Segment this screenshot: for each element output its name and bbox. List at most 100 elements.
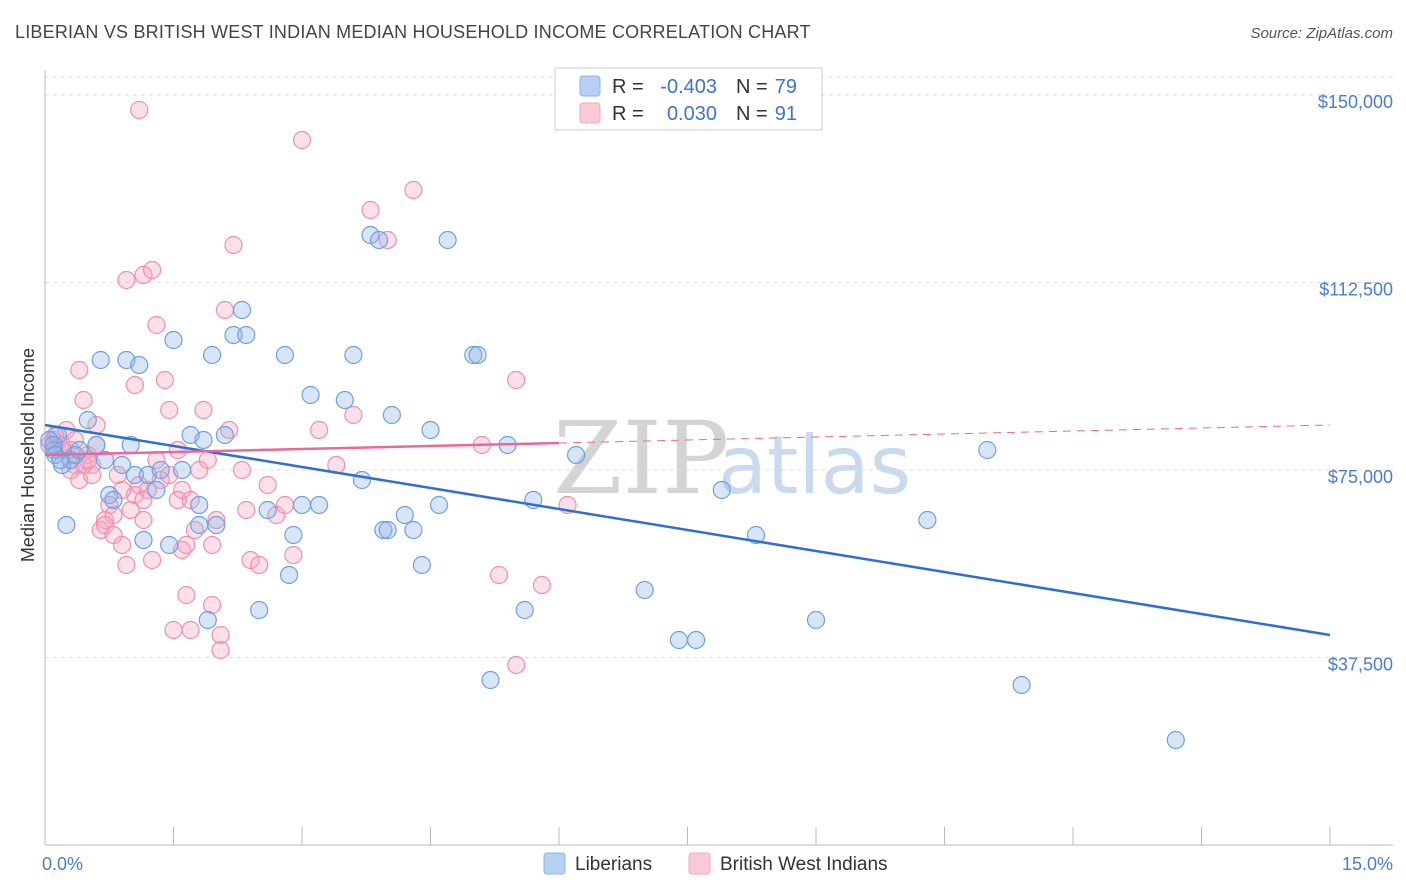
point-british-west-indians <box>203 595 222 615</box>
point-liberians <box>301 385 320 405</box>
point-british-west-indians <box>404 180 423 200</box>
point-british-west-indians <box>532 575 552 595</box>
point-liberians <box>207 515 226 535</box>
point-british-west-indians <box>74 390 93 410</box>
point-liberians <box>250 600 269 620</box>
point-liberians <box>134 530 153 550</box>
point-british-west-indians <box>155 370 174 390</box>
point-liberians <box>806 610 826 630</box>
point-liberians <box>335 390 354 410</box>
y-axis-label: Median Household Income <box>18 348 38 562</box>
legend-r-label-1: R = <box>612 76 644 98</box>
data-points <box>40 100 1185 750</box>
legend-r-value-2: 0.030 <box>667 103 717 125</box>
y-tick-label: $150,000 <box>1318 92 1393 112</box>
point-british-west-indians <box>168 440 187 460</box>
point-liberians <box>70 440 89 460</box>
point-british-west-indians <box>258 475 277 495</box>
watermark-atlas: atlas <box>718 419 911 512</box>
point-liberians <box>361 225 380 245</box>
point-liberians <box>712 480 731 500</box>
x-tick-label-max: 15.0% <box>1342 854 1393 874</box>
gridlines <box>45 76 1393 658</box>
point-british-west-indians <box>104 525 123 545</box>
point-british-west-indians <box>211 640 230 660</box>
point-british-west-indians <box>507 370 526 390</box>
series-legend-label-liberians: Liberians <box>575 854 652 875</box>
point-british-west-indians <box>489 565 509 585</box>
point-liberians <box>78 410 97 430</box>
point-liberians <box>481 670 500 690</box>
point-british-west-indians <box>125 375 144 395</box>
point-british-west-indians <box>117 270 136 290</box>
point-british-west-indians <box>310 420 329 440</box>
point-british-west-indians <box>361 200 380 220</box>
point-british-west-indians <box>173 480 192 500</box>
point-british-west-indians <box>198 450 217 470</box>
point-british-west-indians <box>194 400 213 420</box>
point-liberians <box>164 330 183 350</box>
point-british-west-indians <box>507 655 526 675</box>
legend-r-value-1: -0.403 <box>660 76 717 98</box>
point-british-west-indians <box>65 430 85 450</box>
point-british-west-indians <box>207 510 226 530</box>
point-british-west-indians <box>275 495 294 515</box>
point-british-west-indians <box>134 265 153 285</box>
point-liberians <box>421 420 440 440</box>
point-liberians <box>284 525 303 545</box>
point-british-west-indians <box>168 490 187 510</box>
chart-title: LIBERIAN VS BRITISH WEST INDIAN MEDIAN H… <box>15 22 811 42</box>
point-liberians <box>95 450 115 470</box>
point-liberians <box>203 345 222 365</box>
point-liberians <box>686 630 706 650</box>
point-liberians <box>215 425 234 445</box>
legend-n-value-1: 79 <box>775 76 797 98</box>
point-british-west-indians <box>224 235 243 255</box>
trend-line-british-west-indians <box>44 441 560 457</box>
point-british-west-indians <box>130 100 149 120</box>
watermark-zip: ZIP <box>553 400 729 517</box>
point-liberians <box>1012 675 1031 695</box>
series-legend: Liberians British West Indians <box>543 852 888 875</box>
point-liberians <box>275 345 294 365</box>
trend-lines <box>44 423 1331 637</box>
point-british-west-indians <box>143 260 162 280</box>
trend-line-liberians <box>44 423 1331 637</box>
point-liberians <box>87 435 106 455</box>
point-british-west-indians <box>160 400 179 420</box>
series-legend-label-british-west-indians: British West Indians <box>720 854 888 875</box>
legend-swatch-liberians <box>579 75 601 97</box>
legend-n-label-2: N = <box>736 103 768 125</box>
point-british-west-indians <box>232 460 252 480</box>
point-british-west-indians <box>203 535 222 555</box>
point-liberians <box>198 610 217 630</box>
point-liberians <box>395 505 414 525</box>
point-liberians <box>173 460 192 480</box>
point-british-west-indians <box>121 500 140 520</box>
axes: $37,500 $75,000 $112,500 $150,000 <box>44 70 1393 846</box>
legend-swatch-british-west-indians <box>579 102 601 124</box>
point-liberians <box>382 405 401 425</box>
point-liberians <box>104 490 123 510</box>
point-liberians <box>237 325 256 345</box>
point-liberians <box>464 345 483 365</box>
legend-r-label-2: R = <box>612 103 644 125</box>
point-liberians <box>310 495 329 515</box>
point-liberians <box>190 515 209 535</box>
point-liberians <box>978 440 997 460</box>
legend-n-label-1: N = <box>736 76 768 98</box>
y-tick-label: $37,500 <box>1328 655 1393 675</box>
chart-source: Source: ZipAtlas.com <box>1250 25 1393 42</box>
point-liberians <box>151 460 170 480</box>
point-british-west-indians <box>215 300 234 320</box>
point-liberians <box>112 455 132 475</box>
point-british-west-indians <box>134 510 153 530</box>
point-liberians <box>635 580 654 600</box>
point-liberians <box>669 630 689 650</box>
point-british-west-indians <box>292 130 312 150</box>
point-liberians <box>190 495 209 515</box>
point-british-west-indians <box>95 510 115 530</box>
point-liberians <box>91 350 110 370</box>
point-liberians <box>404 520 423 540</box>
point-liberians <box>224 325 243 345</box>
